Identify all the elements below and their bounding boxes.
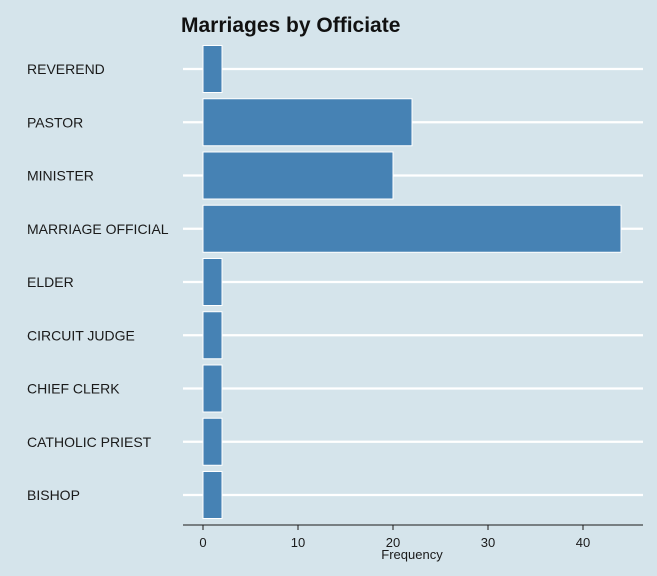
x-tick-label: 20 <box>386 535 400 550</box>
x-tick-label: 40 <box>576 535 590 550</box>
bar <box>202 311 223 360</box>
category-label: BISHOP <box>27 487 80 503</box>
x-tick-label: 30 <box>481 535 495 550</box>
x-axis-title: Frequency <box>381 547 443 562</box>
category-label: CATHOLIC PRIEST <box>27 434 152 450</box>
x-tick-label: 10 <box>291 535 305 550</box>
bar <box>202 204 622 253</box>
chart-title: Marriages by Officiate <box>181 14 401 37</box>
bar <box>202 417 223 466</box>
category-label: CHIEF CLERK <box>27 381 120 397</box>
category-label: MARRIAGE OFFICIAL <box>27 221 169 237</box>
category-label: REVEREND <box>27 61 105 77</box>
category-label: ELDER <box>27 274 74 290</box>
bar <box>202 98 413 147</box>
category-label: MINISTER <box>27 168 94 184</box>
category-label: PASTOR <box>27 114 83 130</box>
bar <box>202 471 223 519</box>
x-tick-label: 0 <box>199 535 206 550</box>
bar <box>202 45 223 93</box>
bar <box>202 258 223 306</box>
bar <box>202 364 223 413</box>
bar <box>202 151 394 200</box>
category-label: CIRCUIT JUDGE <box>27 327 135 343</box>
